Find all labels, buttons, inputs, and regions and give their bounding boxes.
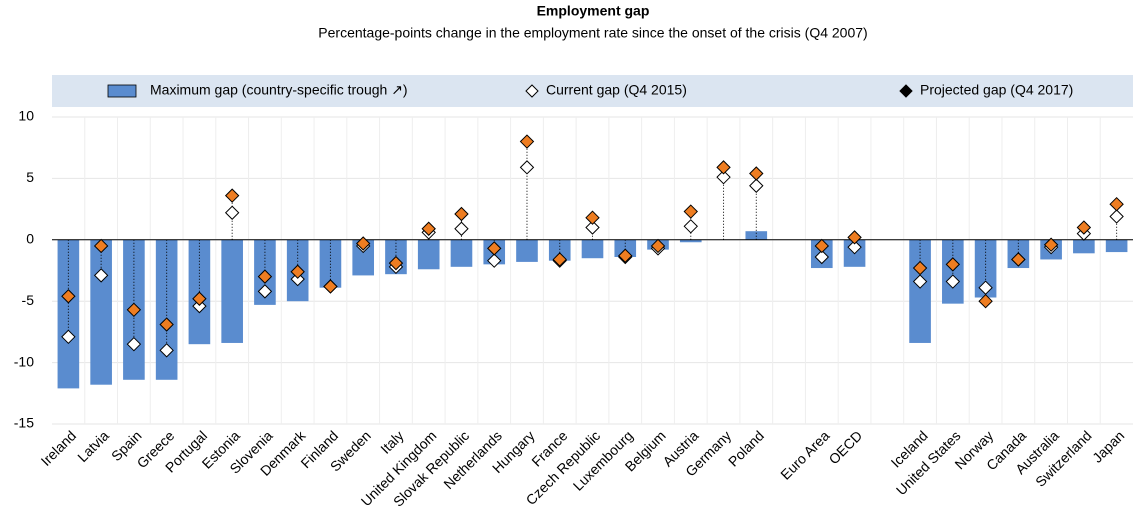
diamond-marker: [454, 206, 469, 222]
diamond-marker: [716, 160, 731, 175]
chart-subtitle: Percentage-points change in the employme…: [318, 25, 867, 41]
bar: [614, 239, 637, 257]
bar: [352, 239, 375, 276]
diamond-marker: [1076, 220, 1092, 235]
diamond-marker: [290, 271, 305, 287]
diamond-marker: [978, 293, 993, 309]
diamond-marker: [159, 343, 174, 358]
diamond-marker: [519, 160, 535, 175]
x-tick-label: Latvia: [74, 427, 112, 465]
bar: [974, 239, 997, 298]
bar: [221, 239, 243, 343]
diamond-marker: [945, 257, 961, 272]
diamond-marker: [355, 236, 371, 251]
diamond-marker: [1109, 196, 1124, 212]
diamond-marker: [257, 269, 273, 284]
diamond-marker: [1109, 209, 1124, 224]
bar: [942, 239, 964, 304]
diamond-marker: [192, 298, 207, 314]
diamond-marker: [912, 260, 928, 276]
diamond-marker: [323, 279, 338, 294]
diamond-marker: [454, 221, 469, 236]
diamond-marker: [61, 329, 76, 345]
diamond-marker: [552, 252, 567, 267]
legend-swatch: [107, 84, 137, 98]
diamond-marker: [388, 255, 404, 271]
diamond-marker: [683, 219, 698, 234]
y-tick-label: -5: [22, 292, 35, 308]
bar: [745, 231, 768, 240]
diamond-marker: [749, 178, 764, 193]
bar: [57, 239, 80, 389]
y-tick-label: -15: [14, 415, 34, 431]
x-tick-label: OECD: [825, 427, 865, 467]
diamond-marker: [224, 188, 240, 203]
y-tick-label: 0: [26, 231, 34, 247]
diamond-marker: [618, 248, 633, 263]
x-tick-label: Ireland: [38, 427, 80, 469]
diamond-marker: [749, 166, 764, 181]
bar: [581, 239, 604, 259]
diamond-marker: [683, 204, 698, 219]
chart-title: Employment gap: [537, 3, 650, 19]
diamond-marker: [945, 274, 961, 289]
diamond-marker: [224, 205, 240, 220]
diamond-marker: [126, 302, 142, 318]
diamond-marker: [257, 284, 273, 299]
diamond-marker: [847, 230, 862, 245]
bar: [679, 239, 702, 243]
x-tick-label: Euro Area: [777, 427, 832, 482]
legend-label: Maximum gap (country-specific trough ↗): [150, 82, 408, 98]
diamond-marker: [61, 289, 76, 304]
x-tick-label: Japan: [1089, 427, 1127, 465]
diamond-marker: [716, 169, 731, 185]
bar: [319, 239, 342, 288]
diamond-marker: [421, 221, 436, 236]
bar: [516, 239, 538, 262]
diamond-marker: [487, 241, 502, 256]
diamond-marker: [1011, 252, 1026, 267]
legend-label: Projected gap (Q4 2017): [920, 82, 1073, 98]
diamond-marker: [126, 336, 142, 352]
x-tick-label: Poland: [725, 427, 767, 469]
bar: [1073, 239, 1095, 254]
diamond-marker: [650, 238, 666, 254]
diamond-marker: [93, 238, 109, 254]
legend-background: [52, 75, 1133, 107]
legend-swatch: [899, 84, 913, 98]
bar: [909, 239, 931, 343]
bar: [548, 239, 571, 261]
diamond-marker: [585, 210, 600, 225]
diamond-marker: [159, 317, 174, 332]
y-tick-label: 5: [26, 169, 34, 185]
diamond-marker: [585, 220, 600, 235]
diamond-marker: [814, 238, 830, 254]
diamond-marker: [290, 264, 305, 279]
diamond-marker: [847, 239, 862, 255]
bar: [450, 239, 473, 267]
diamond-marker: [93, 268, 109, 283]
diamond-marker: [912, 274, 928, 289]
y-tick-label: -10: [14, 353, 34, 369]
y-tick-label: 10: [18, 108, 34, 124]
legend-label: Current gap (Q4 2015): [546, 82, 687, 98]
diamond-marker: [519, 134, 535, 149]
bar: [417, 239, 440, 270]
legend-swatch: [525, 84, 539, 98]
diamond-marker: [814, 249, 830, 265]
diamond-marker: [192, 291, 207, 306]
diamond-marker: [1043, 237, 1059, 252]
diamond-marker: [487, 253, 502, 268]
bar: [1105, 239, 1128, 253]
